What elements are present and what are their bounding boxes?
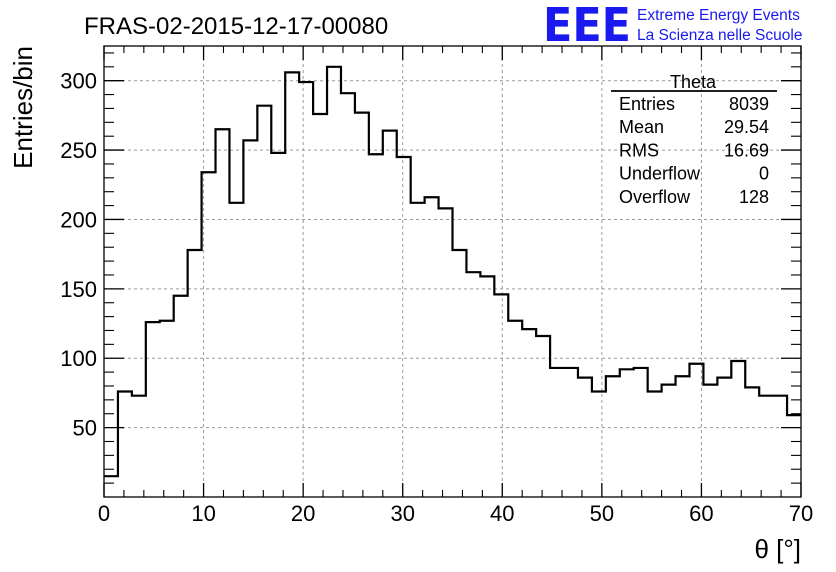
stats-row-label: Entries (619, 94, 675, 114)
y-tick-labels: 50 100 150 200 250 300 (60, 69, 97, 441)
x-tick-label: 40 (490, 501, 514, 526)
y-tick-label: 50 (73, 416, 97, 441)
stats-title: Theta (670, 72, 717, 92)
x-tick-label: 50 (590, 501, 614, 526)
stats-row-value: 128 (739, 187, 769, 207)
x-axis-label: θ [°] (754, 534, 801, 564)
x-tick-label: 60 (689, 501, 713, 526)
y-axis-label: Entries/bin (8, 46, 38, 169)
stats-row-label: Mean (619, 117, 664, 137)
y-tick-label: 300 (60, 69, 97, 94)
plot-frame (103, 45, 802, 498)
eee-logo: EEE Extreme Energy Events La Scienza nel… (543, 0, 802, 52)
x-tick-labels: 0 10 20 30 40 50 60 70 (98, 501, 813, 526)
stats-row-value: 0 (759, 164, 769, 184)
logo-line-2: La Scienza nelle Scuole (637, 27, 802, 44)
x-tick-label: 70 (789, 501, 813, 526)
stats-row-label: Underflow (619, 164, 701, 184)
histogram-series (104, 65, 801, 478)
stats-row-value: 8039 (729, 94, 769, 114)
y-tick-label: 200 (60, 207, 97, 232)
x-tick-label: 30 (390, 501, 414, 526)
y-tick-label: 150 (60, 277, 97, 302)
logo-line-1: Extreme Energy Events (637, 7, 800, 24)
y-tick-label: 250 (60, 138, 97, 163)
grid (104, 46, 801, 497)
stats-rows: Entries 8039 Mean 29.54 RMS 16.69 Underflow 0 Ov… (619, 94, 769, 207)
stats-row-label: RMS (619, 140, 659, 160)
stats-row-label: Overflow (619, 187, 691, 207)
y-tick-label: 100 (60, 346, 97, 371)
chart-title: FRAS-02-2015-12-17-00080 (84, 13, 388, 40)
eee-logo-mark: EEE (543, 0, 631, 52)
x-tick-label: 0 (98, 501, 110, 526)
axes (103, 46, 802, 497)
stats-box: Theta Entries 8039 Mean 29.54 RMS 16.69 Underf… (611, 72, 777, 207)
stats-row-value: 16.69 (724, 140, 769, 160)
x-tick-label: 20 (291, 501, 315, 526)
stats-row-value: 29.54 (724, 117, 769, 137)
x-tick-label: 10 (191, 501, 215, 526)
